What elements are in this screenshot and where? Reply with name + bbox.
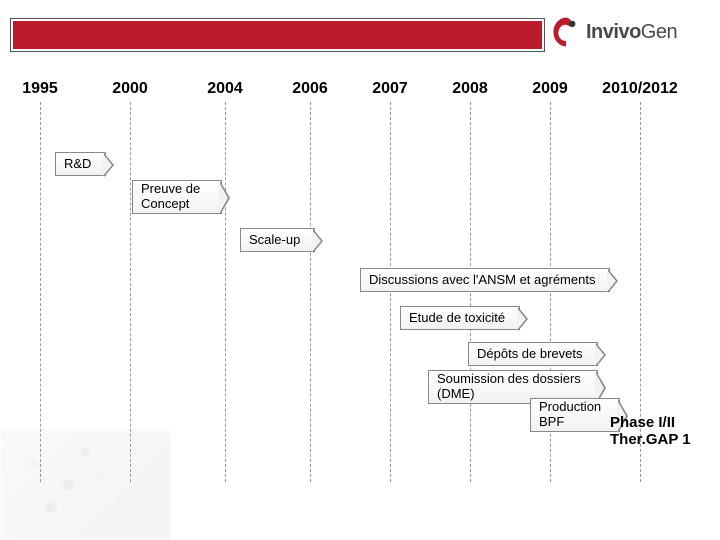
year-gridline — [310, 102, 311, 482]
chevron-right-icon — [221, 181, 231, 213]
year-label: 2009 — [532, 80, 568, 98]
year-gridline — [130, 102, 131, 482]
brand-logo-icon — [548, 14, 584, 50]
chevron-right-icon — [314, 229, 324, 251]
brand-logo-text: InvivoGen — [586, 21, 677, 44]
year-label: 2007 — [372, 80, 408, 98]
phase-toxicite: Etude de toxicité — [400, 306, 520, 330]
title-bar — [13, 21, 542, 49]
phase-ansm: Discussions avec l'ANSM et agréments — [360, 268, 610, 292]
phase-brevets: Dépôts de brevets — [468, 342, 598, 366]
phase-bpf: ProductionBPF — [530, 398, 620, 432]
phase-label: R&D — [64, 157, 91, 172]
chevron-right-icon — [105, 153, 115, 175]
phase-scaleup: Scale-up — [240, 228, 315, 252]
year-label: 2000 — [112, 80, 148, 98]
phase-label: Scale-up — [249, 233, 300, 248]
phase-label: ProductionBPF — [539, 400, 601, 430]
phase-preuve: Preuve deConcept — [132, 180, 222, 214]
phase-rd: R&D — [55, 152, 106, 176]
brand-name-bold: Invivo — [586, 21, 641, 43]
logo-dot — [569, 21, 575, 27]
year-label: 2008 — [452, 80, 488, 98]
phase-label: Preuve deConcept — [141, 182, 200, 212]
year-gridline — [390, 102, 391, 482]
chevron-right-icon — [609, 269, 619, 291]
year-label: 2004 — [207, 80, 243, 98]
chevron-right-icon — [519, 307, 529, 329]
brand-name-light: Gen — [641, 21, 677, 43]
logo-swirl — [553, 18, 571, 47]
year-label: 2006 — [292, 80, 328, 98]
phase-label: Discussions avec l'ANSM et agréments — [369, 273, 595, 288]
year-gridline — [225, 102, 226, 482]
year-label: 1995 — [22, 80, 58, 98]
brand-logo: InvivoGen — [548, 14, 677, 50]
timeline: 1995 2000 2004 2006 2007 2008 2009 2010/2012 R&… — [0, 80, 720, 500]
phase-label: Etude de toxicité — [409, 311, 505, 326]
year-gridline — [40, 102, 41, 482]
year-label: 2010/2012 — [602, 80, 678, 98]
phase-phase12: Phase I/IITher.GAP 1 — [610, 414, 691, 448]
phase-label: Dépôts de brevets — [477, 347, 583, 362]
year-gridline — [470, 102, 471, 482]
chevron-right-icon — [597, 343, 607, 365]
title-bar-frame — [10, 18, 545, 52]
